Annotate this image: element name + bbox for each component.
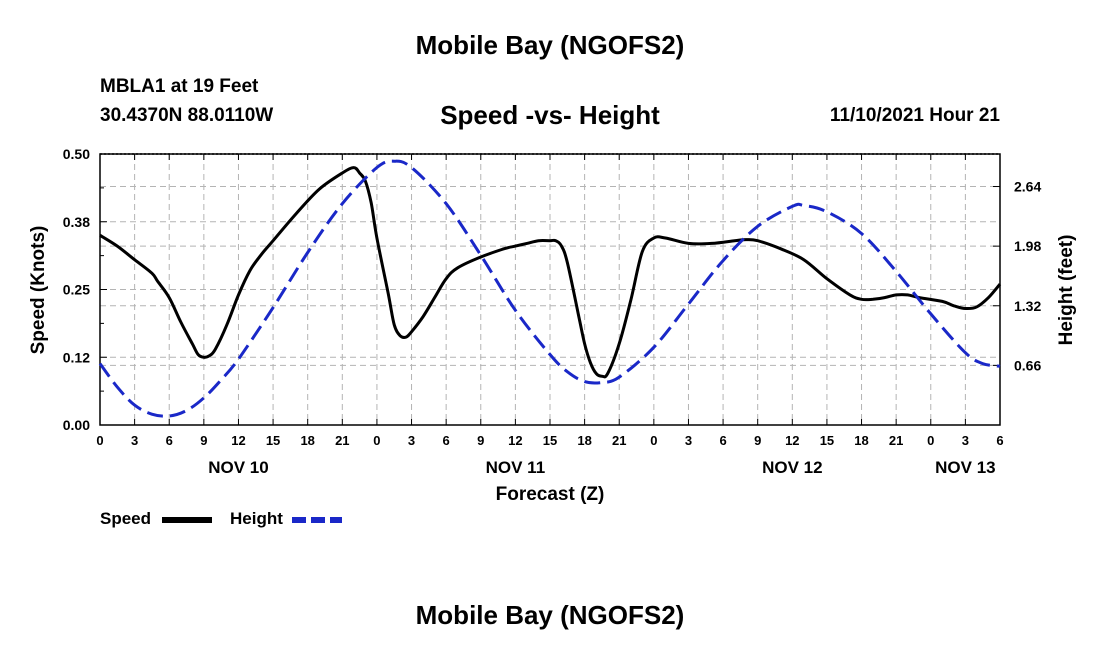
x-tick-label: 21 xyxy=(889,433,903,448)
legend-speed-label: Speed xyxy=(100,509,152,528)
x-tick-label: 6 xyxy=(443,433,450,448)
axis-ticks xyxy=(99,153,1001,426)
y-axis-right-title: Height (feet) xyxy=(1056,235,1077,346)
x-tick-label: 6 xyxy=(719,433,726,448)
x-tick-label: 12 xyxy=(231,433,245,448)
series-line-speed xyxy=(99,166,1002,379)
y-left-tick-label: 0.00 xyxy=(63,417,90,433)
y-right-tick-label: 1.32 xyxy=(1014,298,1041,314)
y-left-tick-label: 0.38 xyxy=(63,214,90,230)
y-right-tick-label: 1.98 xyxy=(1014,238,1041,254)
x-tick-label: 6 xyxy=(996,433,1003,448)
x-tick-label: 0 xyxy=(96,433,103,448)
x-tick-label: 12 xyxy=(785,433,799,448)
x-tick-label: 15 xyxy=(543,433,557,448)
legend-height-label: Height xyxy=(230,509,283,528)
x-day-label: NOV 11 xyxy=(486,458,546,477)
x-tick-label: 21 xyxy=(612,433,626,448)
footer-title: Mobile Bay (NGOFS2) xyxy=(415,600,685,630)
x-tick-label: 9 xyxy=(477,433,484,448)
x-tick-label: 15 xyxy=(820,433,834,448)
y-left-tick-label: 0.25 xyxy=(63,282,90,298)
x-tick-label: 18 xyxy=(300,433,314,448)
forecast-timestamp: 11/10/2021 Hour 21 xyxy=(829,105,1000,126)
x-tick-label: 3 xyxy=(962,433,969,448)
x-tick-label: 6 xyxy=(166,433,173,448)
x-tick-label: 3 xyxy=(131,433,138,448)
x-tick-label: 21 xyxy=(335,433,349,448)
station-label: MBLA1 at 19 Feet xyxy=(100,76,259,97)
x-tick-label: 0 xyxy=(373,433,380,448)
x-tick-label: 3 xyxy=(408,433,415,448)
series-line-height xyxy=(98,159,1001,418)
chart-subtitle: Speed -vs- Height xyxy=(440,100,660,130)
x-tick-label: 12 xyxy=(508,433,522,448)
y-right-tick-label: 2.64 xyxy=(1014,179,1041,195)
x-tick-label: 3 xyxy=(685,433,692,448)
x-day-label: NOV 12 xyxy=(762,458,822,477)
grid xyxy=(100,154,1000,425)
series-lines xyxy=(98,159,1002,418)
y-axis-left-title: Speed (Knots) xyxy=(28,226,49,355)
x-tick-label: 0 xyxy=(927,433,934,448)
x-tick-label: 9 xyxy=(754,433,761,448)
x-tick-label: 15 xyxy=(266,433,280,448)
page-title: Mobile Bay (NGOFS2) xyxy=(415,30,685,60)
x-tick-label: 18 xyxy=(854,433,868,448)
x-day-label: NOV 10 xyxy=(208,458,268,477)
y-left-tick-label: 0.12 xyxy=(63,349,90,365)
station-coordinates: 30.4370N 88.0110W xyxy=(100,105,274,126)
x-tick-label: 9 xyxy=(200,433,207,448)
y-left-tick-label: 0.50 xyxy=(63,146,90,162)
y-right-tick-label: 0.66 xyxy=(1014,357,1041,373)
axis-labels: 0 3 6 9 12 15 18 21 0 3 6 9 12 15 18 21 0 3 6 9 12 15 18 21 0 3 6N… xyxy=(63,146,1042,477)
x-tick-label: 18 xyxy=(577,433,591,448)
x-axis-title: Forecast (Z) xyxy=(496,484,605,505)
x-day-label: NOV 13 xyxy=(935,458,995,477)
x-tick-label: 0 xyxy=(650,433,657,448)
